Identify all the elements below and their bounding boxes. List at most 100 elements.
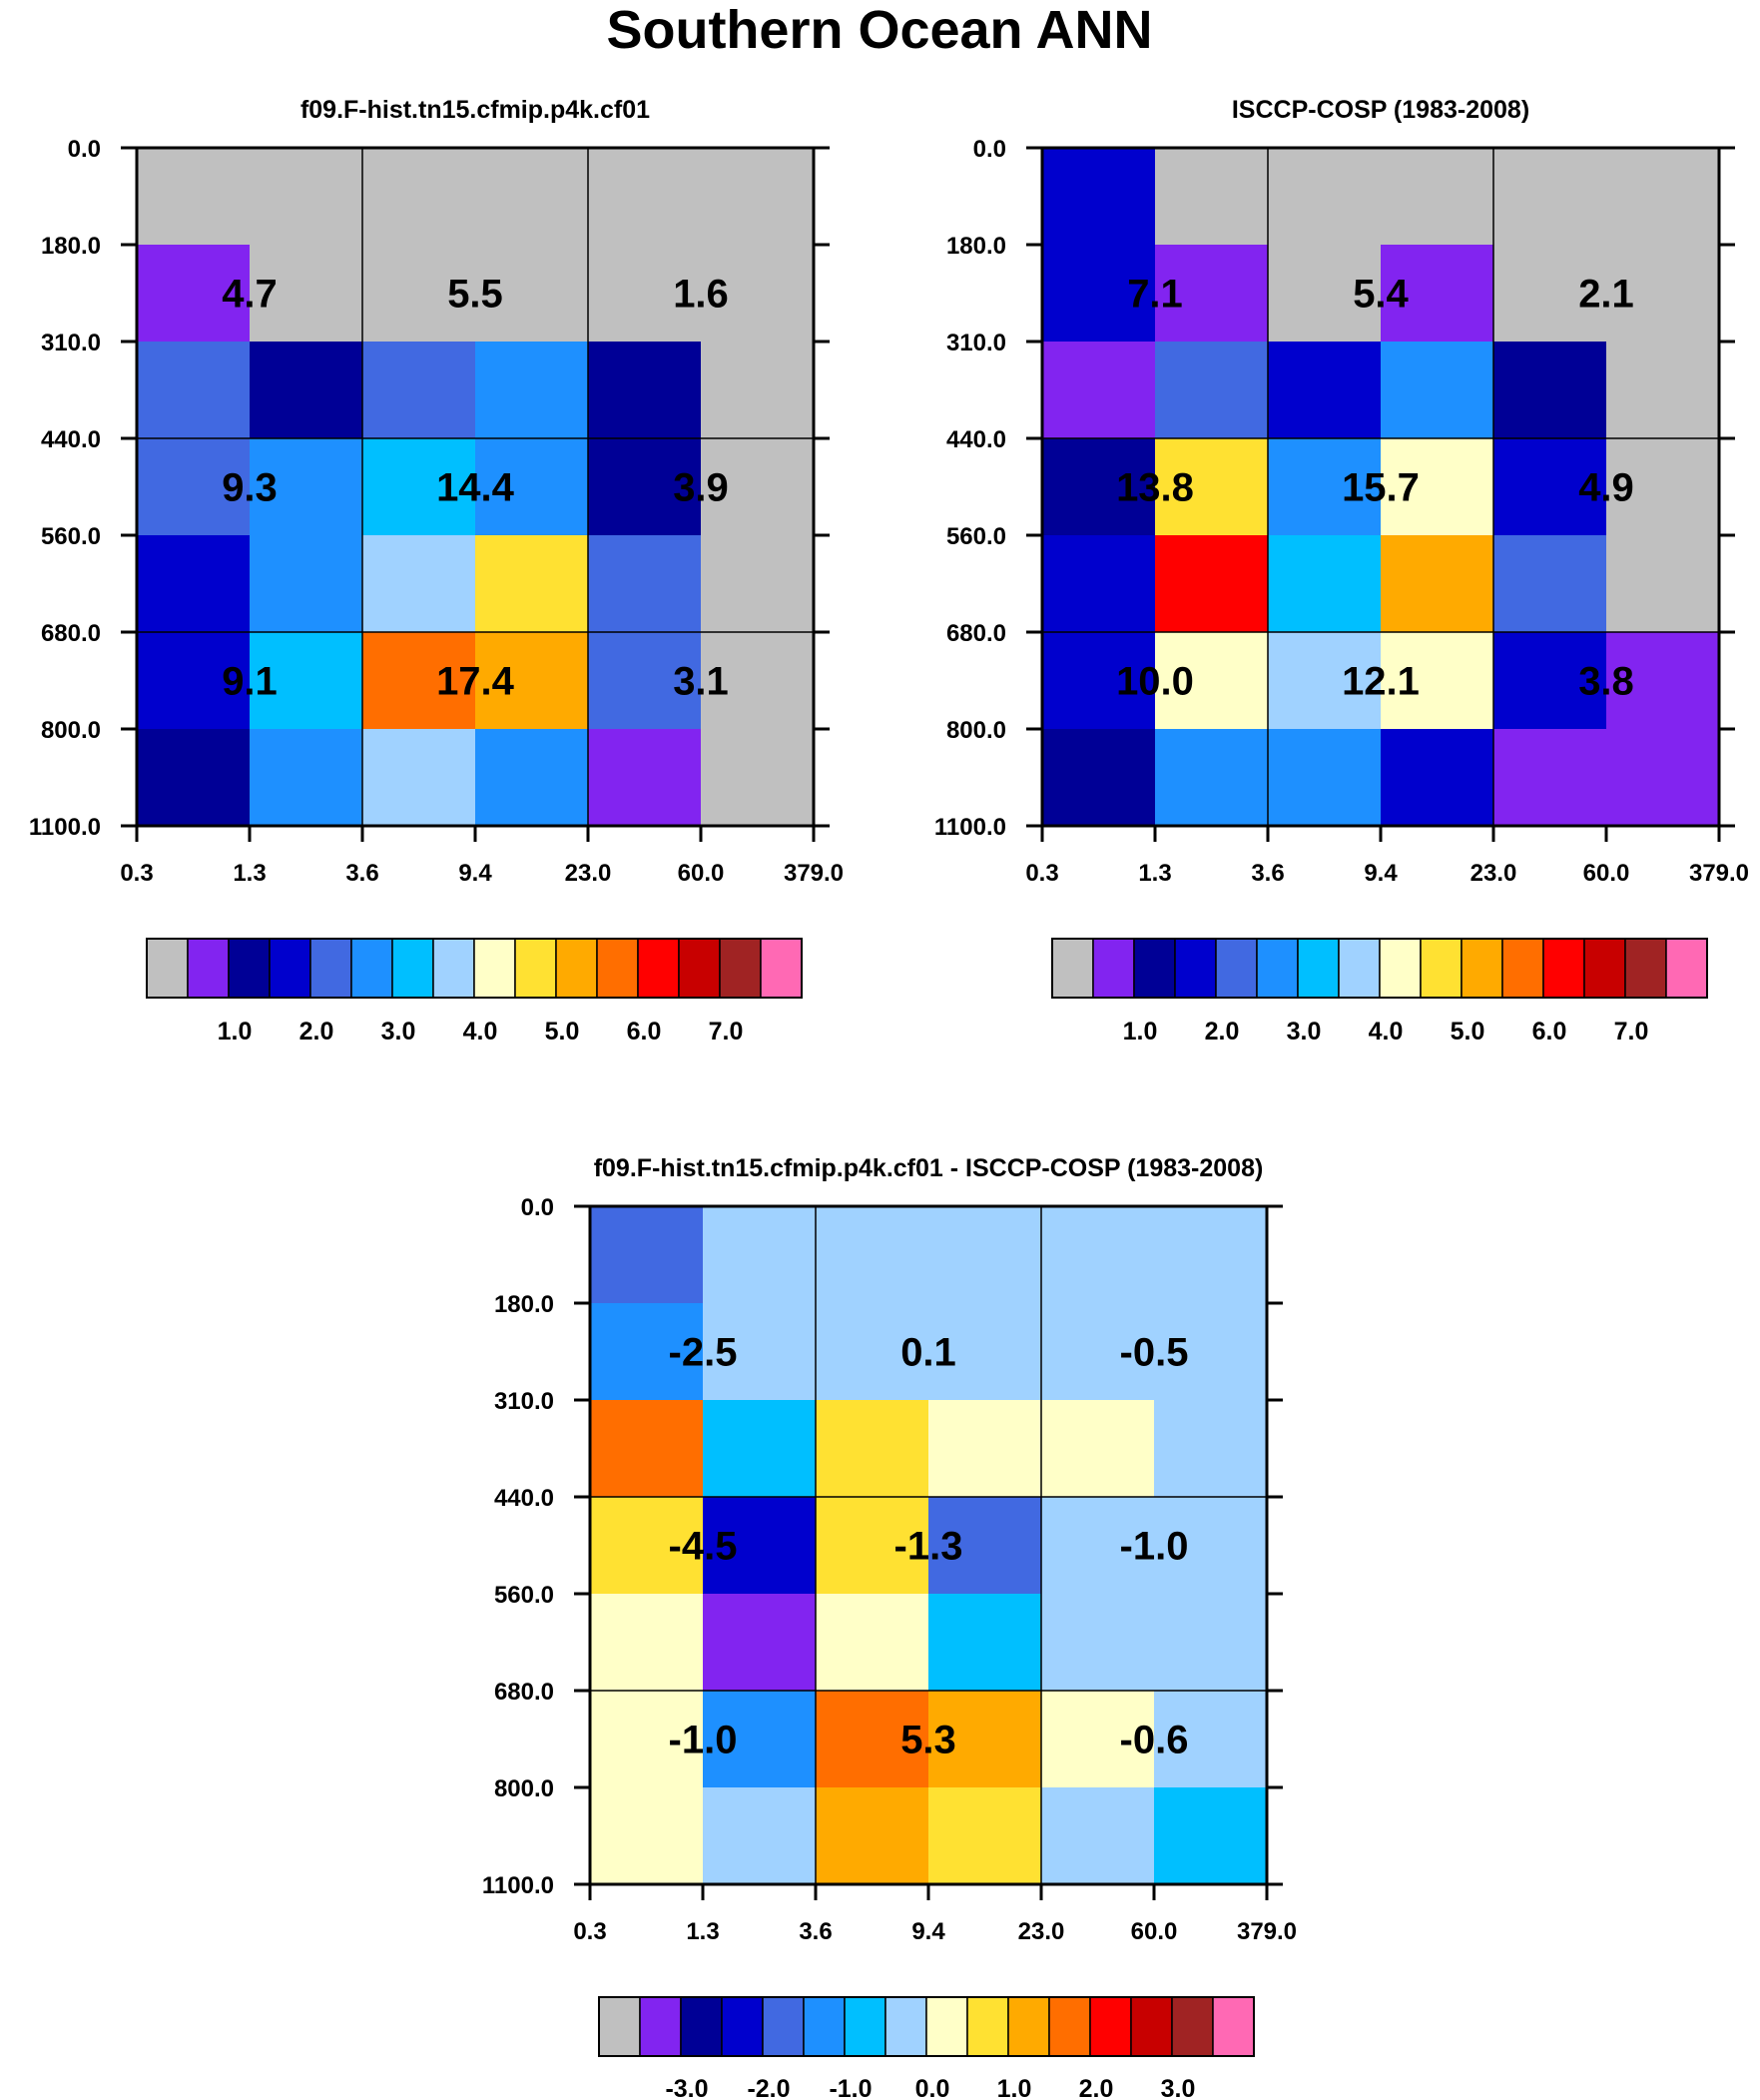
heatmap-cell — [1042, 438, 1156, 536]
colorbar-box — [1212, 1996, 1255, 2057]
y-tick-label: 560.0 — [494, 1582, 554, 1609]
cell-value-label: 4.9 — [1578, 466, 1634, 510]
heatmap-cell — [703, 1303, 817, 1401]
colorbar-box — [1379, 938, 1422, 999]
colorbar-box — [309, 938, 352, 999]
x-tick-label: 23.0 — [1018, 1918, 1065, 1945]
cell-value-label: 14.4 — [436, 466, 515, 510]
x-tick-label: 60.0 — [678, 860, 725, 887]
y-tick-label: 800.0 — [494, 1775, 554, 1802]
heatmap-cell — [1155, 535, 1269, 633]
heatmap-cell — [816, 1206, 929, 1304]
heatmap-cell — [1268, 632, 1382, 730]
colorbar-box — [1501, 938, 1544, 999]
heatmap-cell — [1154, 1594, 1268, 1692]
colorbar-label: 2.0 — [1205, 1018, 1240, 1046]
heatmap-cell — [1041, 1691, 1155, 1788]
colorbar-box — [1092, 938, 1135, 999]
heatmap-cell — [137, 729, 251, 827]
heatmap-cell — [588, 632, 702, 730]
heatmap-cell — [703, 1787, 817, 1885]
x-tick-label: 60.0 — [1131, 1918, 1178, 1945]
heatmap-cell — [1606, 438, 1720, 536]
heatmap-cell — [1041, 1787, 1155, 1885]
colorbar-label: 6.0 — [1532, 1018, 1567, 1046]
colorbar: 1.0 2.0 3.0 4.0 5.0 6.0 7.0 — [146, 938, 803, 1046]
heatmap-cell — [590, 1594, 704, 1692]
heatmap-cell — [1042, 729, 1156, 827]
heatmap-cell — [1155, 342, 1269, 439]
panel-obs: ISCCP-COSP (1983-2008) 0.0 180.0 310.0 440.0… — [934, 96, 1749, 1046]
heatmap-cell — [250, 342, 363, 439]
heatmap-cell — [701, 342, 815, 439]
x-tick-label: 3.6 — [1251, 860, 1284, 887]
heatmap-cell — [1493, 535, 1607, 633]
heatmap-cell — [590, 1691, 704, 1788]
y-tick-label: 0.0 — [521, 1194, 554, 1221]
heatmap-cell — [1154, 1303, 1268, 1401]
heatmap-cell — [1381, 342, 1494, 439]
heatmap-cell — [475, 729, 589, 827]
heatmap-cell — [1381, 245, 1494, 343]
x-tick-label: 379.0 — [1237, 1918, 1297, 1945]
y-tick-label: 800.0 — [946, 717, 1006, 744]
panel-title: f09.F-hist.tn15.cfmip.p4k.cf01 - ISCCP-C… — [594, 1154, 1264, 1182]
heatmap-cell — [1155, 632, 1269, 730]
colorbar-label: -2.0 — [747, 2075, 790, 2100]
y-tick-label: 560.0 — [41, 523, 101, 550]
heatmap-cell — [362, 729, 476, 827]
heatmap-cell — [1155, 729, 1269, 827]
colorbar-label: 6.0 — [627, 1018, 662, 1046]
colorbar: 1.0 2.0 3.0 4.0 5.0 6.0 7.0 — [1051, 938, 1708, 1046]
cell-value-label: 3.9 — [673, 466, 729, 510]
colorbar-box — [1583, 938, 1626, 999]
cell-value-label: 4.7 — [222, 273, 278, 317]
heatmap-cell — [928, 1691, 1042, 1788]
heatmap-cell — [701, 729, 815, 827]
heatmap-cell — [1154, 1497, 1268, 1595]
cell-value-label: -0.6 — [1120, 1719, 1189, 1762]
cell-value-label: 3.1 — [673, 660, 729, 704]
y-tick-label: 180.0 — [946, 233, 1006, 260]
heatmap-cell — [137, 632, 251, 730]
cell-value-label: -1.0 — [669, 1719, 738, 1762]
heatmap-cell — [1493, 148, 1607, 246]
colorbar-box — [1665, 938, 1708, 999]
heatmap-cell — [1493, 632, 1607, 730]
panel-title: f09.F-hist.tn15.cfmip.p4k.cf01 — [300, 96, 650, 124]
colorbar-box — [146, 938, 189, 999]
colorbar-box — [1174, 938, 1217, 999]
heatmap-cell — [1268, 342, 1382, 439]
cell-value-label: -1.0 — [1120, 1525, 1189, 1569]
colorbar-box — [678, 938, 721, 999]
y-tick-label: 180.0 — [494, 1291, 554, 1318]
cell-value-label: 13.8 — [1116, 466, 1194, 510]
heatmap-cell — [1493, 438, 1607, 536]
heatmap-cell — [1042, 148, 1156, 246]
heatmap-cell — [1606, 535, 1720, 633]
heatmap-cell — [1041, 1303, 1155, 1401]
colorbar-box — [1215, 938, 1258, 999]
colorbar-box — [760, 938, 803, 999]
colorbar-box — [721, 1996, 764, 2057]
colorbar-box — [598, 1996, 641, 2057]
cell-value-label: 10.0 — [1116, 660, 1194, 704]
heatmap-cell — [703, 1594, 817, 1692]
heatmap-cell — [701, 632, 815, 730]
colorbar-box — [1089, 1996, 1132, 2057]
heatmap-cell — [701, 438, 815, 536]
colorbar-label: 1.0 — [218, 1018, 253, 1046]
colorbar-box — [680, 1996, 723, 2057]
colorbar-label: 5.0 — [1451, 1018, 1485, 1046]
x-tick-label: 0.3 — [120, 860, 153, 887]
heatmap-cell — [1042, 535, 1156, 633]
heatmap-cell — [1381, 438, 1494, 536]
colorbar-label: 1.0 — [1123, 1018, 1158, 1046]
heatmap-cell — [362, 632, 476, 730]
colorbar-label: 5.0 — [545, 1018, 580, 1046]
colorbar-label: 4.0 — [463, 1018, 498, 1046]
heatmap-cell — [588, 342, 702, 439]
heatmap-cell — [475, 632, 589, 730]
grid-lines — [590, 1206, 1267, 1884]
heatmap-cell — [590, 1497, 704, 1595]
